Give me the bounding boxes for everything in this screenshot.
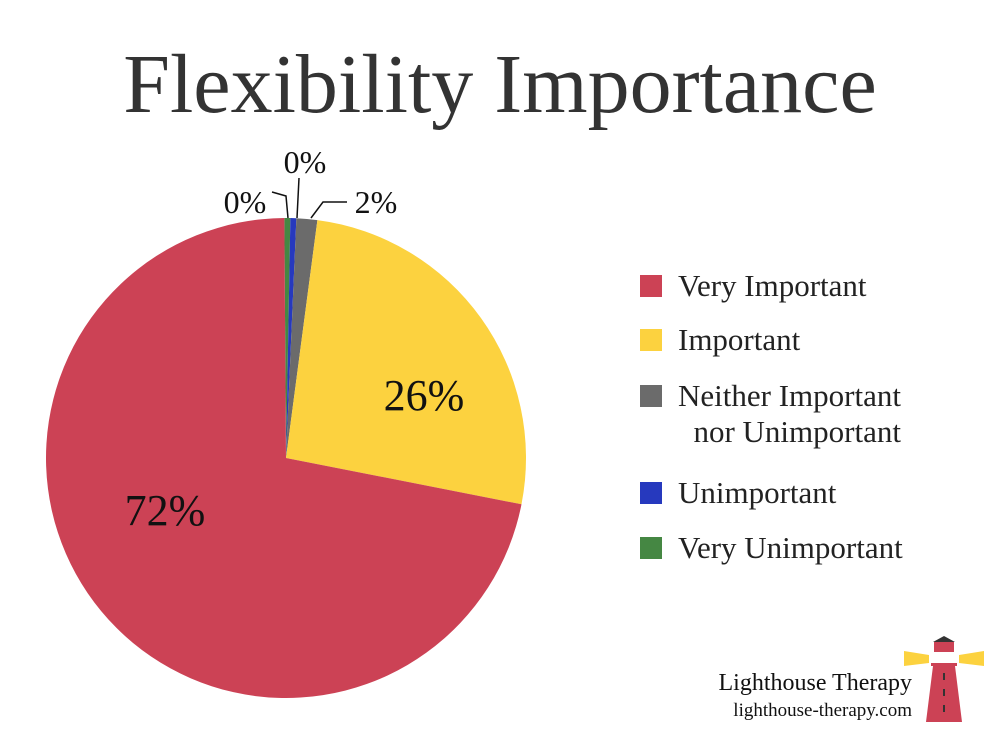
brand-url: lighthouse-therapy.com [733,700,912,721]
legend-label: Neither Important nor Unimportant [678,378,901,449]
pie-slice-neither-important-nor-unimportant [286,218,318,458]
pie-slice-very-important [46,218,522,699]
leader-line-neither [310,201,347,219]
brand-name: Lighthouse Therapy [718,670,912,696]
pie-slice-very-unimportant [284,218,291,458]
data-label-important: 26% [384,371,465,420]
leader-line-unimportant [296,177,300,219]
legend-swatch [640,275,662,297]
legend-label: Unimportant [678,475,837,510]
legend-swatch [640,537,662,559]
data-label-neither: 2% [355,184,398,220]
legend-item: Very Important [640,268,867,304]
legend-item: Unimportant [640,475,836,511]
legend-item: Neither Important nor Unimportant [640,378,901,450]
data-label-unimportant: 0% [284,144,327,180]
pie-slice-important [286,220,526,505]
legend-swatch [640,482,662,504]
chart-title: Flexibility Importance [123,38,877,131]
legend-item: Very Unimportant [640,530,903,566]
data-label-very-important: 72% [125,486,206,535]
legend-label: Very Important [678,268,867,303]
pie-slice-unimportant [286,218,297,458]
leader-line-very-unimportant [271,191,289,219]
legend-swatch [640,329,662,351]
legend-label: Important [678,322,801,357]
data-label-very-unimportant: 0% [224,184,267,220]
legend-item: Important [640,322,800,358]
legend-label: Very Unimportant [678,530,903,565]
legend-swatch [640,385,662,407]
